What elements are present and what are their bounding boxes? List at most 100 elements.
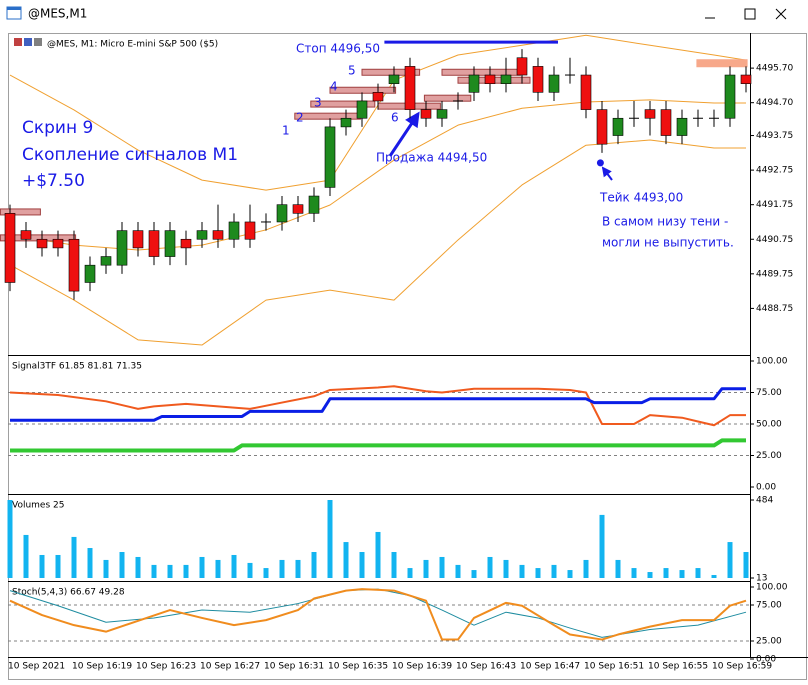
candle-body [212,230,224,240]
candle-body [660,109,672,136]
volume-bar [135,556,141,578]
note: могли не выпустить. [602,236,734,250]
note-big: Скопление сигналов М1 [22,145,238,165]
candle-body [196,230,208,240]
candle-body [228,221,240,240]
candle-body [100,256,112,266]
band-line [9,139,746,346]
x-tick-label: 10 Sep 16:51 [584,662,644,672]
x-tick-label: 10 Sep 16:23 [136,662,196,672]
x-tick-label: 10 Sep 16:59 [712,662,772,672]
y-tick-label: 25.00 [756,637,782,647]
candle-body [116,230,128,266]
x-tick-label: 10 Sep 16:39 [392,662,452,672]
volume-bar [247,562,253,578]
volume-bar [631,568,637,578]
volume-bar [711,575,717,578]
volume-bar [295,559,301,578]
volume-bar [311,552,317,578]
y-tick-label: 100.00 [756,357,788,367]
candle-body [644,109,656,119]
candle-body [324,126,336,188]
volume-bar [407,568,413,578]
candle-body [340,117,352,128]
candle-body [356,100,368,119]
candle-body [388,74,400,84]
volume-bar [39,554,45,578]
y-tick-label: 4490.75 [756,235,793,245]
candle-body [436,109,448,119]
candle-body [148,230,160,257]
candle-body [20,230,32,240]
volume-bar [343,542,349,578]
volume-bar [151,564,157,578]
candle-body [548,74,560,93]
signal-number: 2 [296,111,304,125]
candle-body [164,230,176,257]
x-tick-label: 10 Sep 16:43 [456,662,516,672]
indicator-line [9,588,747,641]
signal-zone [329,86,397,94]
volume-bar [327,500,333,578]
x-tick-label: 10 Sep 16:31 [264,662,324,672]
maximize-button[interactable] [744,8,756,20]
volume-bar [503,559,509,578]
volume-bar [87,548,93,578]
y-tick-label: 4495.70 [756,64,793,74]
candle-body [484,74,496,84]
volume-bar [55,554,61,578]
stop-label: Стоп 4496,50 [296,42,380,56]
candle-body [276,204,288,223]
panel-title: Volumes 25 [12,501,64,511]
y-tick-label: 25.00 [756,451,782,461]
x-tick-label: 10 Sep 16:27 [200,662,260,672]
volume-bar [679,570,685,578]
note: В самом низу тени - [602,215,728,229]
y-tick-label: 75.00 [756,601,782,611]
volume-bar [103,559,109,578]
volume-bar [391,552,397,578]
volume-bar [423,559,429,578]
y-tick-label: 13 [756,574,767,584]
candle-body [404,66,416,110]
take-label: Тейк 4493,00 [599,191,683,205]
volume-bar [551,564,557,578]
signal-zone [423,94,472,102]
volume-bar [519,564,525,578]
y-tick-label: 4493.75 [756,131,793,141]
volume-bar [695,568,701,578]
panel-title: Signal3TF 61.85 81.81 71.35 [12,362,142,372]
x-tick-label: 10 Sep 16:35 [328,662,388,672]
candle-body [724,74,736,119]
signal-number: 4 [330,80,338,94]
volume-bar [359,552,365,578]
title-bar: @MES,M1 [6,6,787,21]
volume-bar [183,564,189,578]
candle-body [244,221,256,240]
volume-bar [215,559,221,578]
candle-body [308,195,320,214]
x-tick-label: 10 Sep 2021 [8,662,65,672]
volume-bar [199,556,205,578]
candle-body [596,109,608,145]
candle-body [132,230,144,249]
y-tick-label: 0.00 [756,655,776,665]
volume-bar [455,564,461,578]
x-tick-label: 10 Sep 16:55 [648,662,708,672]
sell-arrow [388,111,420,157]
candle-body [500,74,512,84]
close-button[interactable] [775,8,787,20]
volume-bar [231,554,237,578]
volume-bar [647,572,653,578]
window-title: @MES,M1 [28,7,87,21]
signal-number: 5 [348,64,356,78]
volume-bar [743,552,749,578]
y-tick-label: 0.00 [756,483,776,493]
indicator-line [10,387,746,422]
volume-bar [23,534,29,578]
signal-zone [441,68,521,76]
window-icon-bar [7,7,21,10]
signal-number: 3 [314,96,322,110]
candle-body [468,74,480,93]
